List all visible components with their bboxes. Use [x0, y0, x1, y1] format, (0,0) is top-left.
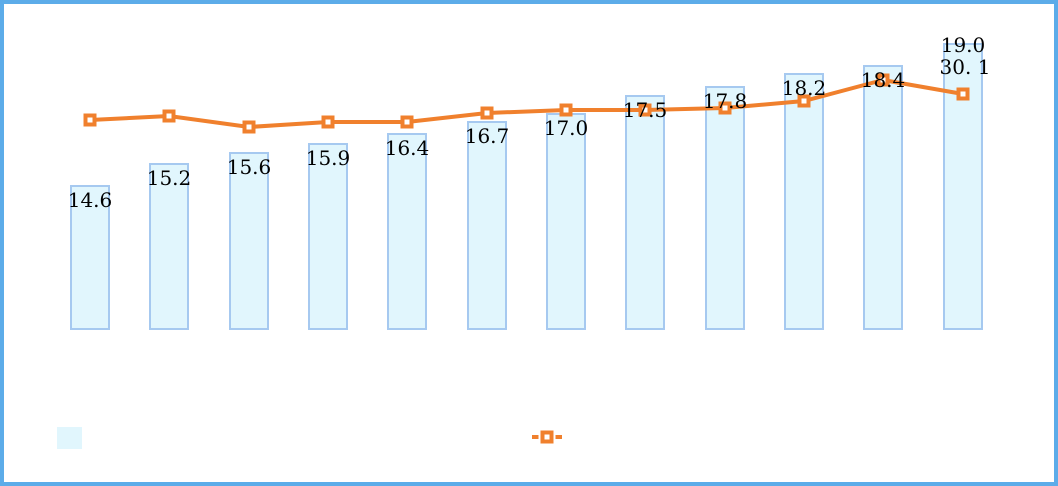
bar [149, 163, 189, 330]
bar-value-label: 18.4 [860, 68, 906, 92]
bar-value-label: 17.8 [702, 89, 748, 113]
bar [863, 65, 903, 330]
line-marker [400, 115, 414, 129]
bar-value-label: 15.2 [146, 166, 192, 190]
bar-value-label: 15.9 [305, 146, 351, 170]
line-marker [83, 113, 97, 127]
bar [467, 121, 507, 330]
bar-value-label: 17.5 [622, 98, 668, 122]
bar [784, 73, 824, 330]
bar-value-label: 19.0 [940, 33, 986, 57]
bar-value-label: 16.4 [384, 136, 430, 160]
bar [70, 185, 110, 330]
bar [546, 113, 586, 330]
legend-line-swatch [532, 429, 562, 448]
bar [308, 143, 348, 330]
line-marker [480, 106, 494, 120]
line-marker [321, 115, 335, 129]
bar [229, 152, 269, 330]
bar-value-label: 16.7 [464, 124, 510, 148]
line-marker [242, 120, 256, 134]
line-marker [162, 109, 176, 123]
bar [943, 43, 983, 330]
line-last-value-label: 30. 1 [939, 55, 991, 79]
bar [387, 133, 427, 330]
legend-bar-swatch [57, 427, 82, 449]
bar-value-label: 17.0 [543, 116, 589, 140]
bar [625, 95, 665, 330]
bar-value-label: 18.2 [781, 76, 827, 100]
bar-value-label: 14.6 [67, 188, 113, 212]
bar [705, 86, 745, 330]
bar-value-label: 15.6 [226, 155, 272, 179]
